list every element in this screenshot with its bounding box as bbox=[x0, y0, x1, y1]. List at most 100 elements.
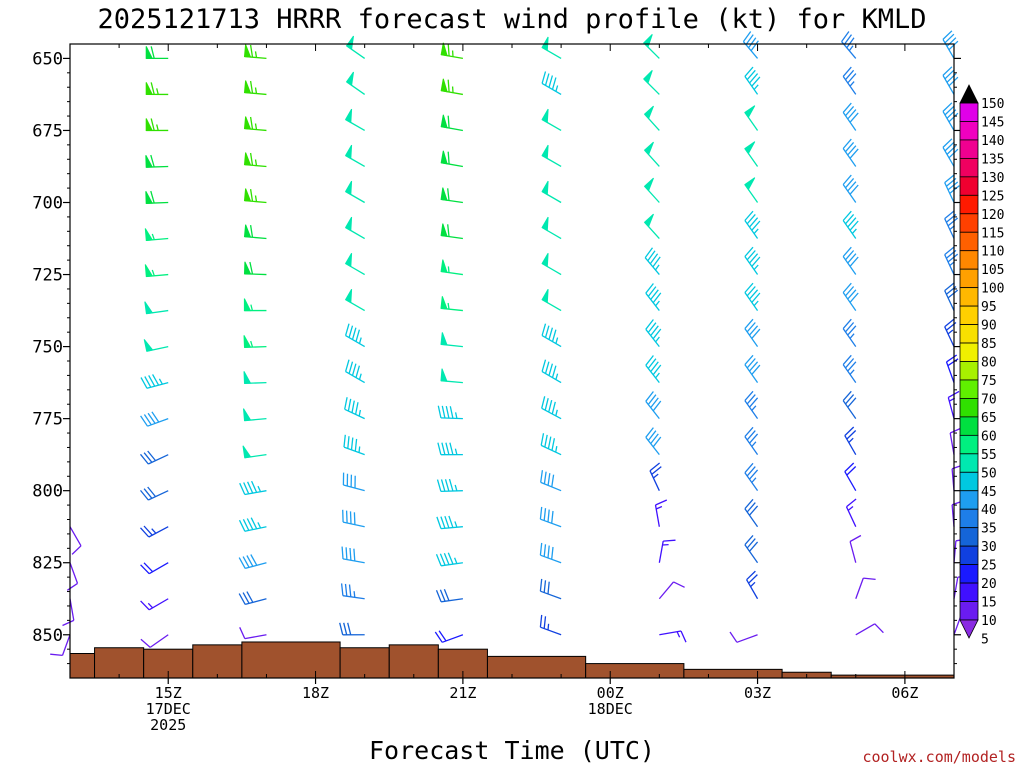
wind-barb bbox=[140, 562, 169, 575]
wind-barb bbox=[842, 246, 859, 275]
y-tick-label: 750 bbox=[32, 338, 63, 358]
colorbar-swatch bbox=[959, 121, 979, 141]
colorbar-swatch bbox=[959, 213, 979, 233]
colorbar-label: 95 bbox=[981, 300, 997, 315]
colorbar-label: 130 bbox=[981, 171, 1004, 186]
colorbar-label: 110 bbox=[981, 245, 1004, 260]
wind-barb bbox=[541, 144, 562, 168]
wind-barb bbox=[243, 298, 267, 312]
wind-barb bbox=[344, 144, 365, 168]
colorbar-label: 60 bbox=[981, 429, 997, 444]
wind-barb bbox=[842, 354, 857, 383]
wind-barb bbox=[145, 82, 169, 96]
colorbar-label: 50 bbox=[981, 466, 997, 481]
wind-barb bbox=[140, 411, 169, 427]
wind-barb bbox=[944, 210, 959, 239]
wind-barb bbox=[855, 623, 884, 636]
colorbar-label: 105 bbox=[981, 263, 1004, 278]
y-tick-label: 650 bbox=[32, 49, 63, 69]
wind-barb bbox=[243, 44, 267, 60]
wind-barb bbox=[744, 66, 761, 95]
wind-barb bbox=[744, 534, 759, 564]
x-tick-label: 17DEC bbox=[146, 700, 191, 718]
wind-barb bbox=[744, 282, 761, 311]
colorbar-label: 10 bbox=[981, 614, 997, 629]
wind-barb bbox=[238, 517, 267, 532]
wind-barb bbox=[239, 627, 267, 640]
wind-barb bbox=[841, 31, 857, 59]
wind-barb bbox=[744, 141, 759, 167]
wind-barb bbox=[440, 259, 463, 276]
colorbar-label: 15 bbox=[981, 596, 997, 611]
colorbar-swatch bbox=[959, 453, 979, 473]
wind-barb bbox=[742, 31, 759, 59]
wind-barb bbox=[944, 318, 957, 347]
wind-barb bbox=[342, 509, 365, 528]
colorbar-label: 70 bbox=[981, 392, 997, 407]
wind-barb bbox=[243, 408, 267, 422]
wind-barb bbox=[842, 390, 857, 420]
colorbar-swatch bbox=[959, 490, 979, 510]
wind-barb bbox=[440, 78, 464, 96]
wind-barb bbox=[66, 562, 79, 591]
wind-barb bbox=[145, 190, 169, 204]
terrain-block bbox=[339, 647, 390, 679]
wind-barb bbox=[944, 282, 959, 311]
wind-barb bbox=[849, 534, 862, 563]
wind-barb bbox=[243, 224, 267, 240]
wind-barb bbox=[541, 359, 562, 384]
wind-barb bbox=[243, 80, 267, 96]
wind-barb bbox=[541, 71, 562, 95]
wind-barb bbox=[643, 70, 660, 95]
wind-barb bbox=[729, 631, 758, 643]
wind-barb bbox=[844, 426, 857, 455]
wind-barb bbox=[341, 546, 365, 564]
wind-barb bbox=[842, 210, 859, 239]
colorbar-swatch bbox=[959, 545, 979, 566]
wind-barb bbox=[344, 359, 365, 384]
wind-barb bbox=[643, 213, 660, 239]
wind-barb bbox=[539, 614, 562, 636]
colorbar-bottom-arrow bbox=[959, 619, 979, 639]
wind-barb bbox=[435, 552, 463, 567]
colorbar-label: 150 bbox=[981, 97, 1004, 112]
wind-barb bbox=[744, 105, 759, 131]
terrain-block bbox=[388, 644, 439, 679]
colorbar-swatch bbox=[959, 582, 979, 602]
colorbar-label: 25 bbox=[981, 559, 997, 574]
wind-barb bbox=[243, 116, 267, 132]
wind-barb bbox=[645, 427, 662, 456]
wind-barb bbox=[144, 264, 169, 278]
wind-barb bbox=[539, 578, 562, 600]
x-tick-label: 18DEC bbox=[588, 700, 633, 718]
wind-barb bbox=[242, 445, 267, 459]
wind-barb bbox=[746, 570, 759, 600]
y-tick-label: 850 bbox=[32, 626, 63, 646]
wind-barb bbox=[440, 332, 463, 348]
x-tick-label: 00Z bbox=[597, 684, 624, 702]
wind-barb bbox=[345, 35, 366, 59]
wind-barb bbox=[541, 216, 562, 240]
wind-barb bbox=[69, 526, 82, 555]
wind-barb bbox=[62, 598, 75, 627]
wind-barb bbox=[436, 515, 463, 530]
wind-barb bbox=[243, 335, 267, 349]
y-tick-label: 800 bbox=[32, 482, 63, 502]
wind-barb bbox=[842, 318, 857, 347]
colorbar-swatch bbox=[959, 157, 979, 178]
colorbar-swatch bbox=[959, 398, 979, 418]
wind-barb bbox=[344, 397, 365, 420]
chart-title: 2025121713 HRRR forecast wind profile (k… bbox=[97, 4, 926, 35]
colorbar-swatch bbox=[959, 564, 979, 584]
terrain-block bbox=[683, 668, 783, 679]
colorbar-swatch bbox=[959, 508, 979, 529]
wind-barb bbox=[541, 108, 562, 132]
wind-barb bbox=[541, 323, 562, 348]
wind-barb bbox=[344, 323, 365, 348]
wind-barb bbox=[658, 539, 676, 563]
wind-barb bbox=[645, 283, 662, 311]
wind-barb bbox=[238, 554, 267, 570]
wind-barb bbox=[744, 246, 761, 275]
wind-barb bbox=[243, 152, 267, 168]
